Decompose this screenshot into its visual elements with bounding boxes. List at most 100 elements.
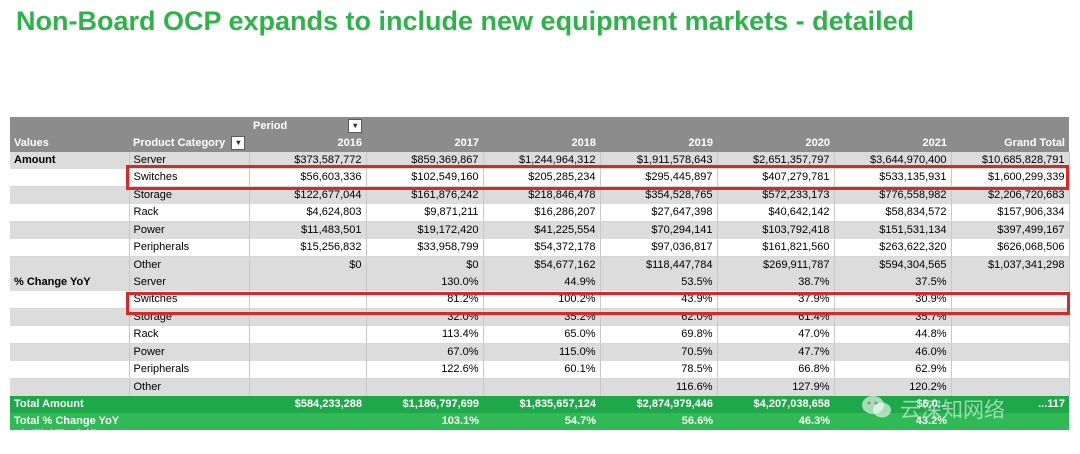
category-cell: Switches [129, 291, 250, 309]
table-row: Switches $56,603,336 $102,549,160 $205,285,… [10, 169, 1070, 187]
table-row: Storage $122,677,044 $161,876,242 $218,846,… [10, 186, 1070, 204]
values-header: Values [10, 135, 129, 152]
value-cell: 46.0% [834, 343, 952, 361]
value-cell: 116.6% [600, 378, 718, 396]
value-cell: 67.0% [366, 343, 484, 361]
value-cell: $0 [366, 256, 484, 274]
value-cell: $1,244,964,312 [483, 152, 601, 169]
value-cell: 60.1% [483, 361, 601, 379]
total-label: Total Amount [10, 396, 249, 413]
table-row: Power 67.0% 115.0% 70.5% 47.7% 46.0% [10, 343, 1070, 361]
category-cell: Rack [129, 326, 250, 344]
value-cell: 69.8% [600, 326, 718, 344]
year-header-2020: 2020 [717, 135, 834, 152]
table-row: Peripherals $15,256,832 $33,958,799 $54,372… [10, 239, 1070, 257]
value-cell [366, 378, 484, 396]
value-cell [249, 361, 367, 379]
value-cell: $58,834,572 [834, 204, 952, 222]
value-cell: 130.0% [366, 274, 484, 291]
period-dropdown-icon[interactable]: ▾ [348, 119, 363, 134]
category-cell: Rack [129, 204, 250, 222]
category-cell: Peripherals [129, 361, 250, 379]
value-cell: 127.9% [717, 378, 835, 396]
total-label: Total % Change YoY [10, 413, 249, 430]
product-category-label: Product Category [133, 137, 226, 149]
value-cell: 47.0% [717, 326, 835, 344]
total-change-row: Total % Change YoY 103.1% 54.7% 56.6% 46.3% 4… [10, 413, 1069, 430]
value-cell: 53.5% [600, 274, 718, 291]
watermark-left: 大数据时代 [14, 428, 99, 448]
value-cell: $19,172,420 [366, 221, 484, 239]
value-cell [249, 326, 367, 344]
value-cell [249, 343, 367, 361]
total-value-cell: $1,186,797,699 [366, 396, 483, 413]
product-category-dropdown-icon[interactable]: ▾ [231, 136, 246, 151]
table-row: Peripherals 122.6% 60.1% 78.5% 66.8% 62.9% [10, 361, 1070, 379]
total-value-cell: $2,874,979,446 [600, 396, 717, 413]
value-cell: $218,846,478 [483, 186, 601, 204]
empty-cell [10, 378, 130, 396]
value-cell: 78.5% [600, 361, 718, 379]
value-cell: 100.2% [483, 291, 601, 309]
value-cell: $1,911,578,643 [600, 152, 718, 169]
value-cell: 120.2% [834, 378, 952, 396]
value-cell [249, 378, 367, 396]
grand-total-cell [951, 291, 1070, 309]
total-value-cell: 56.6% [600, 413, 717, 430]
value-cell: 44.8% [834, 326, 952, 344]
value-cell: 115.0% [483, 343, 601, 361]
value-cell: 32.0% [366, 308, 484, 326]
empty-cell [10, 308, 130, 326]
category-cell: Power [129, 343, 250, 361]
value-cell [249, 308, 367, 326]
empty-cell [10, 204, 130, 222]
category-cell: Peripherals [129, 239, 250, 257]
grand-total-cell: $10,685,828,791 [951, 152, 1070, 169]
value-cell: $269,911,787 [717, 256, 835, 274]
value-cell: $27,647,398 [600, 204, 718, 222]
empty-cell [10, 186, 130, 204]
grand-total-cell: $1,600,299,339 [951, 169, 1070, 187]
value-cell: $33,958,799 [366, 239, 484, 257]
value-cell: $161,876,242 [366, 186, 484, 204]
total-amount-row: Total Amount $584,233,288 $1,186,797,699 $1… [10, 396, 1069, 413]
grand-total-cell: $157,906,334 [951, 204, 1070, 222]
empty-cell [10, 256, 130, 274]
value-cell: 43.9% [600, 291, 718, 309]
grand-total-cell [951, 326, 1070, 344]
value-cell: $40,642,142 [717, 204, 835, 222]
year-header-2019: 2019 [600, 135, 717, 152]
value-cell: $407,279,781 [717, 169, 835, 187]
year-header-2017: 2017 [366, 135, 483, 152]
empty-cell [10, 343, 130, 361]
slide-title: Non-Board OCP expands to include new equ… [16, 6, 915, 36]
empty-cell [10, 239, 130, 257]
value-cell: $102,549,160 [366, 169, 484, 187]
total-value-cell: 54.7% [483, 413, 600, 430]
value-cell: $70,294,141 [600, 221, 718, 239]
value-cell: 38.7% [717, 274, 835, 291]
value-cell: 81.2% [366, 291, 484, 309]
value-cell: $54,677,162 [483, 256, 601, 274]
value-cell: $594,304,565 [834, 256, 952, 274]
value-cell: 30.9% [834, 291, 952, 309]
total-value-cell: 43.2% [834, 413, 951, 430]
value-cell: $373,587,772 [249, 152, 367, 169]
value-cell: $151,531,134 [834, 221, 952, 239]
value-cell: $572,233,173 [717, 186, 835, 204]
total-grand-cell: ...117 [951, 396, 1069, 413]
value-cell: 35.7% [834, 308, 952, 326]
grand-total-cell: $1,037,341,298 [951, 256, 1070, 274]
table-row: Power $11,483,501 $19,172,420 $41,225,554 $7… [10, 221, 1070, 239]
product-category-filter[interactable]: Product Category ▾ [129, 135, 249, 152]
value-cell: $859,369,867 [366, 152, 484, 169]
period-filter[interactable]: Period ▾ [249, 117, 366, 135]
value-cell: 113.4% [366, 326, 484, 344]
value-cell: $3,644,970,400 [834, 152, 952, 169]
empty-cell [10, 291, 130, 309]
value-cell: $205,285,234 [483, 169, 601, 187]
value-cell: $295,445,897 [600, 169, 718, 187]
category-cell: Other [129, 256, 250, 274]
value-cell: 70.5% [600, 343, 718, 361]
total-value-cell: 103.1% [366, 413, 483, 430]
